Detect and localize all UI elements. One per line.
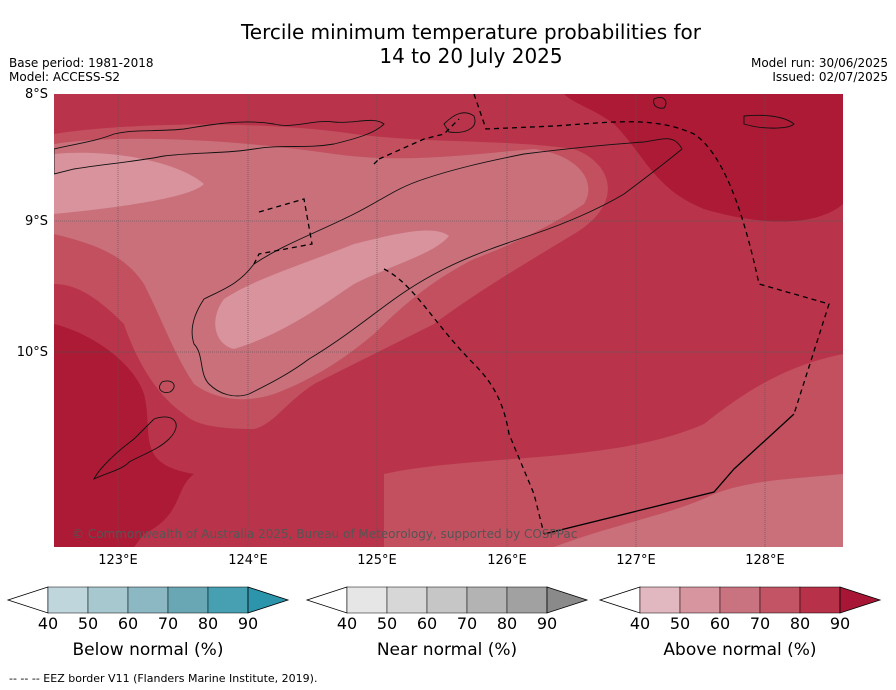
colorbar-label-near: Near normal (%): [376, 640, 518, 660]
map-title: Tercile minimum temperature probabilitie…: [0, 20, 896, 68]
prob-band-90-northeast: [564, 94, 843, 222]
base-period: Base period: 1981-2018: [9, 56, 154, 70]
colorbar-tick-label: 60: [416, 614, 438, 633]
wetar-islet: [443, 112, 476, 133]
meta-left: Base period: 1981-2018 Model: ACCESS-S2: [9, 56, 154, 84]
lon-label-126e: 126°E: [487, 553, 527, 568]
colorbar-extend-low: [305, 586, 348, 614]
prob-band-50-north: [54, 152, 204, 214]
colorbar-segment: [127, 586, 169, 614]
colorbar-segment: [639, 586, 681, 614]
colorbar-segment: [386, 586, 428, 614]
colorbar-tick-label: 80: [197, 614, 219, 633]
colorbar-segment: [207, 586, 249, 614]
colorbar-extend-high: [546, 586, 589, 614]
coastlines: [54, 97, 795, 481]
colorbar-tick-label: 80: [496, 614, 518, 633]
eez-border: [253, 94, 830, 535]
colorbar-below-normal: [6, 586, 290, 614]
colorbar-segment: [346, 586, 388, 614]
colorbar-extend-high: [839, 586, 882, 614]
lon-label-125e: 125°E: [357, 553, 397, 568]
copyright-notice: © Commonwealth of Australia 2025, Bureau…: [72, 527, 578, 541]
colorbar-near-normal: [305, 586, 589, 614]
colorbar-label-below: Below normal (%): [72, 640, 224, 660]
lat-label-9s: 9°S: [24, 214, 48, 229]
northeast-islet-2: [743, 114, 795, 129]
colorbar-segment: [466, 586, 508, 614]
colorbar-segment: [679, 586, 721, 614]
colorbar-segment: [719, 586, 761, 614]
eez-border-solid: [543, 413, 795, 535]
lat-label-8s: 8°S: [24, 87, 48, 102]
lat-label-10s: 10°S: [16, 345, 48, 360]
lon-label-128e: 128°E: [745, 553, 785, 568]
colorbar-segment: [759, 586, 801, 614]
model-name: Model: ACCESS-S2: [9, 70, 121, 84]
colorbar-segment: [167, 586, 209, 614]
map-title-line1: Tercile minimum temperature probabilitie…: [240, 20, 702, 44]
colorbar-segment: [799, 586, 841, 614]
colorbar-segment: [426, 586, 468, 614]
colorbar-tick-label: 50: [77, 614, 99, 633]
colorbar-tick-label: 90: [237, 614, 259, 633]
colorbar-tick-label: 40: [336, 614, 358, 633]
colorbar-tick-label: 40: [37, 614, 59, 633]
colorbar-segment: [506, 586, 548, 614]
lon-label-127e: 127°E: [616, 553, 656, 568]
colorbar-tick-label: 60: [709, 614, 731, 633]
eez-border-enclave: [253, 198, 313, 265]
colorbar-tick-label: 60: [117, 614, 139, 633]
colorbar-tick-label: 50: [669, 614, 691, 633]
issued-date: Issued: 02/07/2025: [772, 70, 888, 84]
colorbar-tick-label: 80: [789, 614, 811, 633]
colorbar-extend-low: [598, 586, 641, 614]
eez-footnote: -- -- -- EEZ border V11 (Flanders Marine…: [9, 672, 318, 685]
timor-coastline: [191, 138, 683, 397]
colorbar-segment: [47, 586, 89, 614]
colorbar-tick-label: 40: [629, 614, 651, 633]
colorbar-tick-label: 90: [829, 614, 851, 633]
colorbar-tick-label: 70: [157, 614, 179, 633]
model-run: Model run: 30/06/2025: [750, 56, 888, 70]
prob-band-50-central: [215, 230, 449, 349]
colorbar-tick-label: 70: [456, 614, 478, 633]
flores-coastline: [54, 119, 385, 175]
islet-coastline: [159, 380, 175, 393]
colorbar-label-above: Above normal (%): [663, 640, 817, 660]
prob-band-60-south: [554, 474, 843, 547]
colorbar-above-normal: [598, 586, 882, 614]
prob-band-90-west: [54, 324, 194, 547]
colorbar-tick-label: 70: [749, 614, 771, 633]
colorbar-extend-low: [6, 586, 49, 614]
colorbar-tick-label: 50: [376, 614, 398, 633]
graticule: [54, 94, 843, 547]
lon-label-123e: 123°E: [98, 553, 138, 568]
eez-border-east: [473, 94, 830, 415]
colorbar-tick-label: 90: [536, 614, 558, 633]
colorbar-extend-high: [247, 586, 290, 614]
colorbar-segment: [87, 586, 129, 614]
eez-border-south: [543, 413, 795, 535]
map-title-line2: 14 to 20 July 2025: [379, 44, 563, 68]
colorbars: [6, 586, 882, 614]
lon-label-124e: 124°E: [228, 553, 268, 568]
probability-map: [54, 94, 843, 547]
rote-coastline: [92, 416, 177, 481]
northeast-islet-1: [653, 97, 667, 109]
meta-right: Model run: 30/06/2025 Issued: 02/07/2025: [751, 56, 888, 84]
